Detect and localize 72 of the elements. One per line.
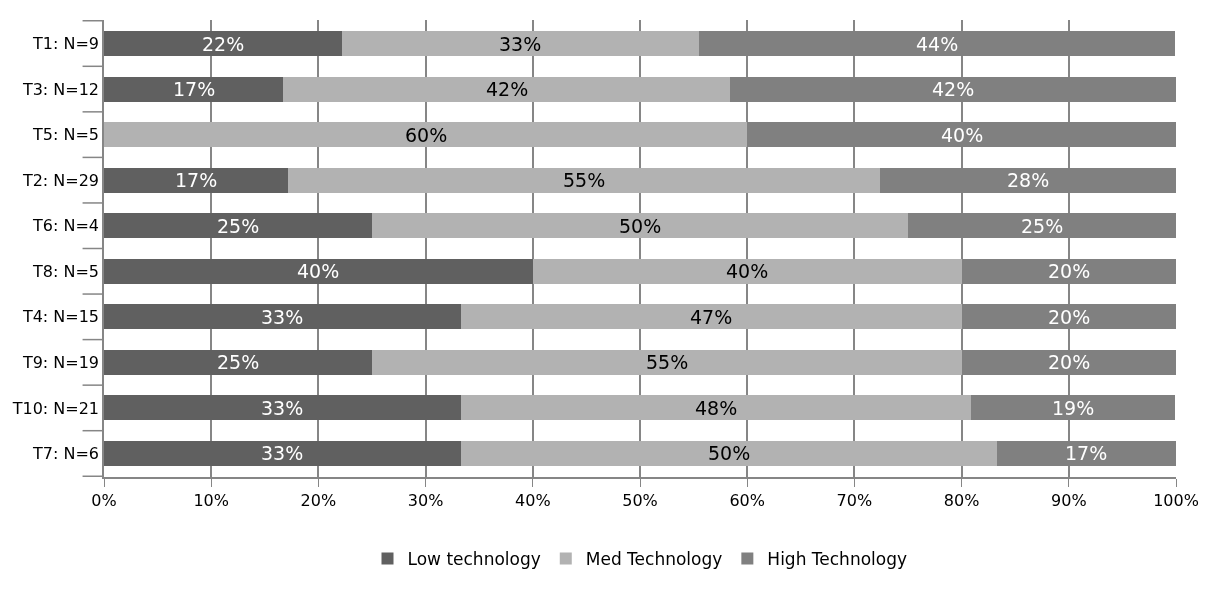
data-label: 50% xyxy=(708,442,751,464)
data-label: 33% xyxy=(261,397,304,419)
data-label: 25% xyxy=(217,351,260,373)
x-tick-label: 20% xyxy=(300,490,337,510)
data-label: 19% xyxy=(1052,397,1095,419)
data-label: 28% xyxy=(1007,169,1050,191)
x-tick-label: 100% xyxy=(1153,490,1199,510)
y-tick-label: T7: N=6 xyxy=(32,444,100,464)
bar xyxy=(460,440,997,466)
x-tick-label: 30% xyxy=(407,490,444,510)
legend-label: Med Technology xyxy=(585,549,723,570)
x-tick-label: 70% xyxy=(836,490,873,510)
x-tick-label: 40% xyxy=(515,490,551,510)
x-tick-label: 90% xyxy=(1051,490,1087,510)
data-label: 50% xyxy=(619,215,662,237)
data-label: 47% xyxy=(690,306,733,328)
x-tick-label: 50% xyxy=(622,490,658,510)
x-tick-label: 0% xyxy=(91,490,117,510)
legend-label: Low technology xyxy=(407,549,541,570)
x-tick-label: 10% xyxy=(193,490,229,510)
bar xyxy=(104,213,372,239)
bar xyxy=(372,213,908,239)
data-label: 44% xyxy=(916,33,959,55)
bar xyxy=(104,349,372,375)
legend-label: High Technology xyxy=(767,549,908,570)
bar xyxy=(532,258,962,284)
bar xyxy=(104,122,748,148)
bar xyxy=(288,167,881,193)
data-label: 25% xyxy=(1021,215,1064,237)
bar xyxy=(283,76,731,102)
data-label: 60% xyxy=(405,124,448,146)
data-label: 42% xyxy=(486,78,529,100)
data-label: 40% xyxy=(297,260,340,282)
y-tick-label: T1: N=9 xyxy=(32,34,100,54)
data-label: 22% xyxy=(202,33,245,55)
bar xyxy=(104,440,461,466)
bar xyxy=(104,304,461,330)
x-tick-label: 60% xyxy=(729,490,765,510)
data-label: 48% xyxy=(695,397,738,419)
data-label: 20% xyxy=(1048,260,1091,282)
y-tick-label: T10: N=21 xyxy=(11,398,100,418)
y-tick-label: T9: N=19 xyxy=(21,352,100,372)
y-tick-label: T4: N=15 xyxy=(21,307,100,327)
data-label: 33% xyxy=(261,442,304,464)
bar xyxy=(104,258,533,284)
bar xyxy=(341,31,699,57)
data-label: 33% xyxy=(261,306,304,328)
y-tick-label: T8: N=5 xyxy=(32,261,100,281)
data-label: 55% xyxy=(646,351,689,373)
data-label: 42% xyxy=(932,78,975,100)
y-tick-label: T3: N=12 xyxy=(21,79,100,99)
bar xyxy=(460,304,962,330)
data-label: 17% xyxy=(175,169,218,191)
bar xyxy=(104,395,461,421)
bar xyxy=(460,395,972,421)
bar xyxy=(372,349,962,375)
data-label: 17% xyxy=(173,78,216,100)
data-label: 20% xyxy=(1048,306,1091,328)
y-tick-label: T2: N=29 xyxy=(21,170,100,190)
data-label: 40% xyxy=(941,124,984,146)
data-label: 20% xyxy=(1048,351,1091,373)
bar xyxy=(104,167,289,193)
y-tick-label: T6: N=4 xyxy=(32,216,100,236)
bar xyxy=(104,31,342,57)
data-label: 25% xyxy=(217,215,260,237)
bar xyxy=(104,76,284,102)
data-label: 55% xyxy=(563,169,606,191)
x-tick-label: 80% xyxy=(943,490,980,510)
data-label: 33% xyxy=(499,33,542,55)
data-label: 17% xyxy=(1065,442,1108,464)
data-label: 40% xyxy=(726,260,769,282)
y-tick-label: T5: N=5 xyxy=(32,125,100,145)
